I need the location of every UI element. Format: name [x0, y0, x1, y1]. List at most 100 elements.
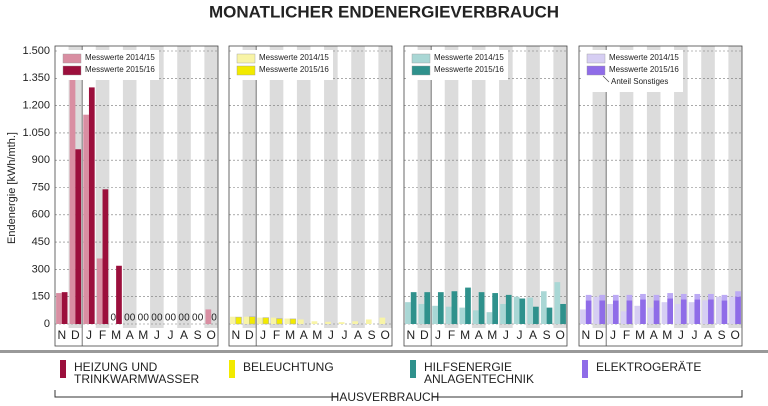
- bar-segment: [735, 291, 741, 297]
- value-label: 0: [184, 313, 190, 324]
- bar: [473, 310, 479, 324]
- x-tick-label: J: [678, 328, 684, 342]
- bar: [235, 316, 242, 325]
- bar: [311, 321, 318, 324]
- legend-label: Messwerte 2015/16: [609, 65, 679, 74]
- legend-swatch: [410, 360, 416, 378]
- x-tick-label: S: [368, 328, 376, 342]
- x-tick-label: J: [503, 328, 509, 342]
- chart-title: MONATLICHER ENDENERGIEVERBRAUCH: [209, 2, 559, 21]
- bar: [715, 296, 722, 324]
- bar: [116, 265, 122, 324]
- legend-swatch: [236, 65, 256, 76]
- bar: [410, 292, 417, 324]
- bar: [69, 74, 76, 324]
- x-tick-label: M: [285, 328, 295, 342]
- value-label: 0: [178, 313, 184, 324]
- legend-swatch: [411, 65, 431, 76]
- x-tick-label: F: [448, 328, 455, 342]
- x-tick-label: D: [245, 328, 254, 342]
- legend-label: ELEKTROGERÄTE: [596, 360, 701, 374]
- column-band: [150, 46, 164, 328]
- bar: [688, 302, 695, 324]
- bar: [289, 318, 297, 325]
- x-tick-label: S: [194, 328, 202, 342]
- legend-label: Anteil Sonstiges: [611, 77, 668, 86]
- bar: [451, 291, 458, 324]
- bar: [661, 302, 668, 324]
- bar: [527, 297, 534, 324]
- bar: [418, 303, 425, 324]
- y-tick-label: 450: [32, 236, 50, 248]
- column-band: [592, 46, 607, 328]
- legend-label: HEIZUNG UND: [74, 360, 158, 374]
- bar: [270, 317, 277, 324]
- bar: [276, 318, 283, 325]
- y-tick-label: 600: [32, 209, 50, 221]
- column-band: [619, 46, 634, 328]
- bar: [680, 299, 687, 324]
- x-tick-label: A: [354, 328, 362, 342]
- bar: [694, 299, 701, 324]
- x-tick-label: A: [704, 328, 712, 342]
- bar: [352, 321, 359, 324]
- x-tick-label: O: [556, 328, 565, 342]
- bar: [257, 317, 263, 324]
- x-tick-label: M: [138, 328, 148, 342]
- bar: [675, 303, 681, 324]
- bar: [640, 299, 646, 324]
- x-tick-label: N: [231, 328, 240, 342]
- x-tick-label: J: [86, 328, 92, 342]
- bar: [580, 309, 586, 324]
- bar: [424, 292, 431, 324]
- x-tick-label: J: [328, 328, 334, 342]
- value-label: 0: [130, 313, 136, 324]
- y-tick-label: 1.350: [22, 72, 50, 84]
- value-label: 0: [138, 313, 144, 324]
- bar-segment: [626, 294, 633, 301]
- column-band: [177, 46, 191, 328]
- bar: [593, 296, 600, 324]
- bar: [88, 87, 95, 325]
- column-band: [122, 46, 137, 328]
- column-band: [526, 46, 540, 328]
- legend-swatch: [582, 360, 588, 378]
- bar: [729, 296, 736, 324]
- column-band: [674, 46, 688, 328]
- legend-label: ANLAGENTECHNIK: [424, 372, 534, 386]
- legend-label: TRINKWARMWASSER: [74, 372, 199, 386]
- bar-segment: [721, 294, 728, 301]
- x-tick-label: D: [420, 328, 429, 342]
- bar-segment: [585, 294, 592, 301]
- legend-swatch: [236, 53, 256, 64]
- bar: [56, 293, 62, 324]
- bar: [432, 305, 438, 324]
- y-tick-label: 750: [32, 181, 50, 193]
- y-tick-label: 1.500: [22, 45, 50, 57]
- x-tick-label: M: [111, 328, 121, 342]
- x-tick-label: S: [718, 328, 726, 342]
- y-axis-label: Endenergie [kWh/mth.]: [6, 132, 18, 244]
- bar-segment: [708, 293, 714, 300]
- bar: [75, 149, 82, 324]
- column-band: [269, 46, 284, 328]
- legend-label: Messwerte 2014/15: [259, 53, 329, 62]
- column-band: [553, 46, 567, 328]
- bar: [513, 296, 520, 324]
- bar: [61, 292, 68, 324]
- x-tick-label: O: [207, 328, 216, 342]
- x-tick-label: D: [71, 328, 80, 342]
- bar: [249, 316, 256, 325]
- x-tick-label: A: [126, 328, 134, 342]
- x-tick-label: N: [581, 328, 590, 342]
- bar: [338, 322, 345, 324]
- column-band: [417, 46, 432, 328]
- column-band: [204, 46, 218, 328]
- legend-label: Messwerte 2014/15: [434, 53, 504, 62]
- y-tick-label: 1.200: [22, 100, 50, 112]
- bar: [500, 303, 506, 324]
- panel-frame: [578, 45, 743, 347]
- bar: [465, 287, 471, 324]
- bar: [325, 321, 331, 324]
